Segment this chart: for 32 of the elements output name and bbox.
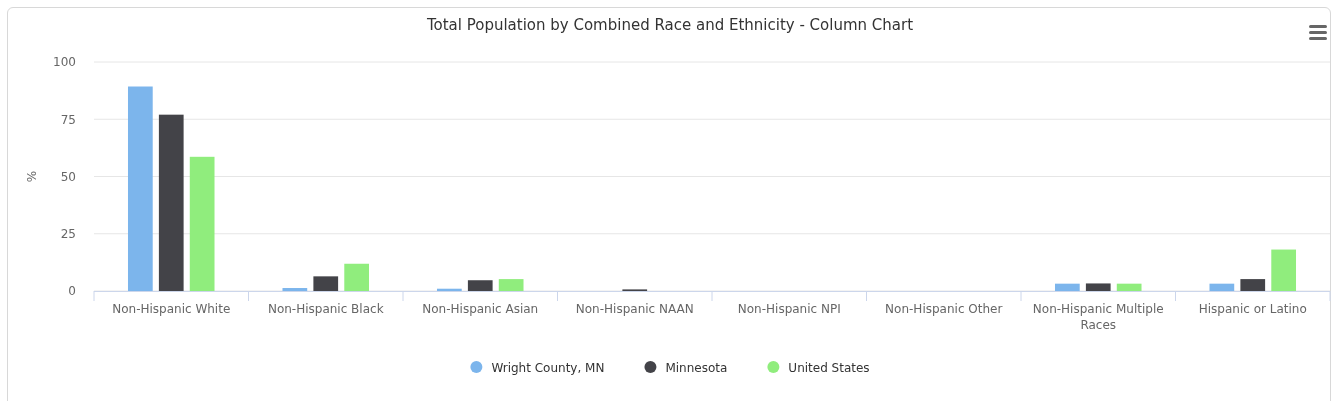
legend-label: Wright County, MN: [491, 360, 605, 375]
bar: [467, 280, 493, 291]
bar: [1085, 283, 1111, 291]
bar: [1054, 283, 1080, 291]
x-tick-label: Non-Hispanic NAAN: [575, 302, 694, 316]
legend-label: Minnesota: [665, 360, 728, 375]
y-tick-label: 75: [60, 112, 76, 127]
x-tick-label: Non-Hispanic Other: [885, 302, 1003, 316]
x-tick-label: Non-Hispanic Multiple Races: [1032, 302, 1164, 332]
x-tick-label: Non-Hispanic Asian: [422, 302, 539, 316]
bar: [189, 156, 215, 291]
bar: [1271, 249, 1297, 291]
y-tick-label: 0: [68, 284, 76, 299]
y-axis-title: %: [25, 170, 39, 183]
bar: [1240, 279, 1266, 291]
bar: [158, 114, 184, 291]
bar: [498, 279, 524, 291]
chart-title: Total Population by Combined Race and Ethnicity - Column Chart: [425, 16, 914, 34]
bar: [313, 276, 339, 291]
legend-label: United States: [788, 360, 870, 375]
bar: [1209, 283, 1235, 291]
y-tick-label: 50: [60, 169, 76, 184]
x-tick-label: Non-Hispanic White: [112, 302, 231, 316]
x-tick-label: Hispanic or Latino: [1198, 302, 1307, 316]
y-tick-label: 100: [53, 55, 76, 70]
bar: [344, 263, 370, 291]
bar: [282, 288, 308, 291]
x-tick-label: Non-Hispanic NPI: [737, 302, 841, 316]
x-tick-label: Non-Hispanic Black: [267, 302, 384, 316]
bar: [1116, 283, 1142, 291]
bar: [127, 86, 153, 291]
y-tick-label: 25: [60, 227, 76, 242]
